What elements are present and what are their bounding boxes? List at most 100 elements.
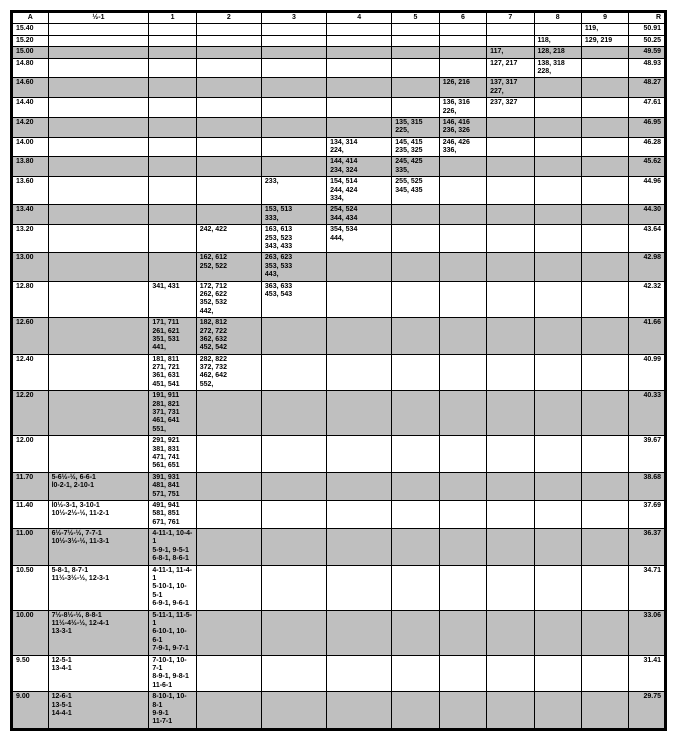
table-cell: [196, 47, 261, 58]
col-header: ½-1: [48, 13, 149, 24]
table-cell: 6½-7½-½, 7-7-110½-3½-½, 11-3-1: [48, 529, 149, 566]
table-row: 13.60233,154, 514244, 424334,255, 525345…: [13, 177, 665, 205]
table-cell: 48.27: [629, 78, 665, 98]
table-cell: [439, 35, 486, 46]
table-cell: [487, 692, 534, 729]
table-cell: 263, 623353, 533443,: [261, 253, 326, 281]
table-cell: [327, 354, 392, 391]
table-cell: [48, 177, 149, 205]
table-cell: 14.60: [13, 78, 49, 98]
table-cell: 15.40: [13, 24, 49, 35]
table-cell: [439, 253, 486, 281]
table-cell: [581, 253, 628, 281]
table-cell: [439, 472, 486, 500]
table-cell: [327, 500, 392, 528]
table-cell: [581, 225, 628, 253]
table-cell: [48, 157, 149, 177]
table-cell: [487, 225, 534, 253]
table-cell: 191, 911281, 821371, 731461, 641551,: [149, 391, 196, 436]
table-cell: 29.75: [629, 692, 665, 729]
table-row: 9.0012-6-113-5-114-4-18-10-1, 10-8-19-9-…: [13, 692, 665, 729]
table-cell: 10.50: [13, 565, 49, 610]
table-cell: 242, 422: [196, 225, 261, 253]
table-row: 12.60171, 711261, 621351, 531441,182, 81…: [13, 318, 665, 355]
table-row: 11.705-6½-½, 6-6-1l0-2-1, 2-10-1391, 931…: [13, 472, 665, 500]
table-cell: [534, 318, 581, 355]
table-cell: [534, 253, 581, 281]
table-cell: 282, 822372, 732462, 642552,: [196, 354, 261, 391]
table-cell: [261, 472, 326, 500]
table-row: 14.00134, 314224,145, 415235, 325246, 42…: [13, 137, 665, 157]
table-cell: [327, 78, 392, 98]
table-cell: [48, 225, 149, 253]
table-cell: 40.33: [629, 391, 665, 436]
table-cell: [48, 58, 149, 78]
table-cell: 13.00: [13, 253, 49, 281]
table-cell: [439, 391, 486, 436]
table-cell: [581, 117, 628, 137]
table-cell: 135, 315225,: [392, 117, 439, 137]
table-cell: 12-6-113-5-114-4-1: [48, 692, 149, 729]
table-cell: 15.00: [13, 47, 49, 58]
table-row: 10.007½-8½-½, 8-8-111½-4½-½, 12-4-113-3-…: [13, 610, 665, 655]
table-cell: 48.93: [629, 58, 665, 78]
table-cell: [327, 47, 392, 58]
table-cell: [534, 692, 581, 729]
table-cell: 15.20: [13, 35, 49, 46]
table-cell: [392, 78, 439, 98]
table-header: A½-1123456789R: [13, 13, 665, 24]
table-cell: [48, 24, 149, 35]
table-cell: [327, 117, 392, 137]
table-cell: 8-10-1, 10-8-19-9-111-7-1: [149, 692, 196, 729]
table-cell: [534, 655, 581, 692]
table-cell: [487, 318, 534, 355]
col-header: 3: [261, 13, 326, 24]
table-cell: [534, 472, 581, 500]
table-cell: [581, 98, 628, 118]
table-cell: 41.66: [629, 318, 665, 355]
table-cell: 129, 219: [581, 35, 628, 46]
table-cell: [439, 529, 486, 566]
table-cell: [261, 117, 326, 137]
table-cell: [392, 24, 439, 35]
table-cell: 39.67: [629, 436, 665, 473]
table-row: 12.80341, 431172, 712262, 622352, 532442…: [13, 281, 665, 318]
table-cell: 11.00: [13, 529, 49, 566]
table-cell: [534, 24, 581, 35]
table-cell: 13.60: [13, 177, 49, 205]
table-cell: [534, 354, 581, 391]
table-cell: [534, 157, 581, 177]
table-cell: [392, 318, 439, 355]
table-cell: [487, 35, 534, 46]
table-cell: [487, 117, 534, 137]
col-header: 5: [392, 13, 439, 24]
table-cell: 491, 941581, 851671, 761: [149, 500, 196, 528]
table-cell: 12.60: [13, 318, 49, 355]
table-cell: [581, 610, 628, 655]
table-cell: [439, 157, 486, 177]
table-cell: 255, 525345, 435: [392, 177, 439, 205]
table-cell: [439, 225, 486, 253]
table-row: 14.40136, 316226,237, 32747.61: [13, 98, 665, 118]
table-cell: [581, 436, 628, 473]
table-cell: [534, 117, 581, 137]
table-cell: [534, 436, 581, 473]
table-cell: [196, 24, 261, 35]
table-cell: [149, 253, 196, 281]
table-cell: [196, 58, 261, 78]
table-cell: 354, 534444,: [327, 225, 392, 253]
table-cell: [581, 78, 628, 98]
table-cell: 47.61: [629, 98, 665, 118]
table-cell: [327, 98, 392, 118]
table-cell: [392, 35, 439, 46]
table-cell: [581, 692, 628, 729]
table-cell: [439, 692, 486, 729]
table-cell: [581, 472, 628, 500]
table-cell: [439, 205, 486, 225]
col-header: 2: [196, 13, 261, 24]
table-cell: [392, 655, 439, 692]
table-cell: [261, 354, 326, 391]
table-cell: [392, 47, 439, 58]
table-cell: [196, 78, 261, 98]
table-cell: 182, 812272, 722362, 632452, 542: [196, 318, 261, 355]
